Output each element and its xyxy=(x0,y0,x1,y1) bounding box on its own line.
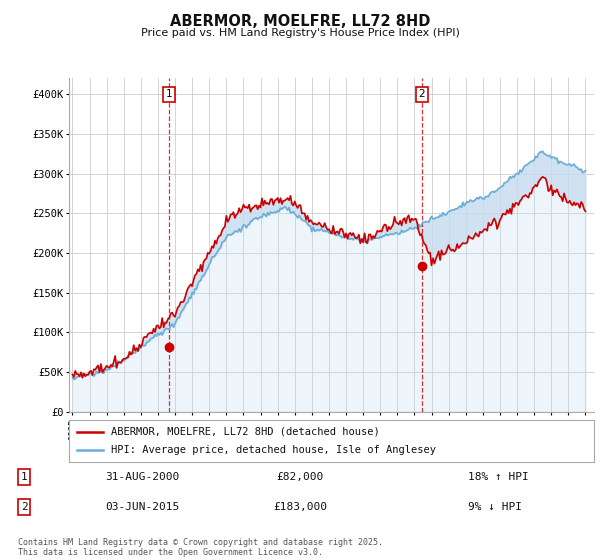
Text: 1: 1 xyxy=(20,472,28,482)
Text: 1: 1 xyxy=(166,89,173,99)
Text: ABERMOR, MOELFRE, LL72 8HD: ABERMOR, MOELFRE, LL72 8HD xyxy=(170,14,430,29)
Text: 9% ↓ HPI: 9% ↓ HPI xyxy=(468,502,522,512)
Text: 18% ↑ HPI: 18% ↑ HPI xyxy=(468,472,529,482)
Text: Price paid vs. HM Land Registry's House Price Index (HPI): Price paid vs. HM Land Registry's House … xyxy=(140,28,460,38)
Text: HPI: Average price, detached house, Isle of Anglesey: HPI: Average price, detached house, Isle… xyxy=(111,445,436,455)
Text: 2: 2 xyxy=(20,502,28,512)
Text: 2: 2 xyxy=(418,89,425,99)
Text: 03-JUN-2015: 03-JUN-2015 xyxy=(105,502,179,512)
Text: ABERMOR, MOELFRE, LL72 8HD (detached house): ABERMOR, MOELFRE, LL72 8HD (detached hou… xyxy=(111,427,380,437)
Text: £183,000: £183,000 xyxy=(273,502,327,512)
Text: 31-AUG-2000: 31-AUG-2000 xyxy=(105,472,179,482)
Text: Contains HM Land Registry data © Crown copyright and database right 2025.
This d: Contains HM Land Registry data © Crown c… xyxy=(18,538,383,557)
Text: £82,000: £82,000 xyxy=(277,472,323,482)
